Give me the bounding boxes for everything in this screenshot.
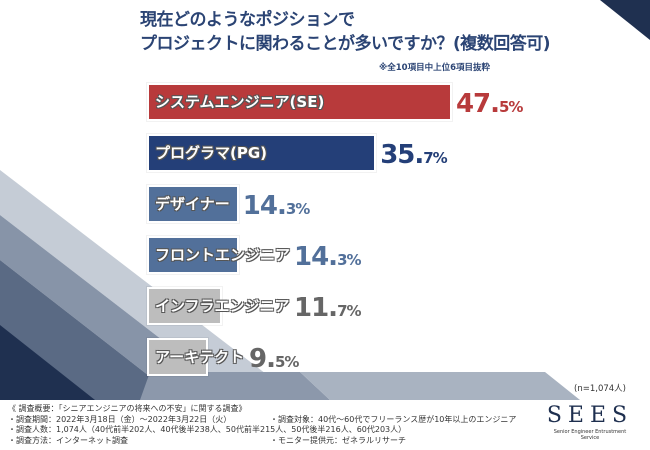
- value-integer: 35.: [380, 140, 424, 170]
- value-label: 9.5%: [249, 338, 299, 376]
- survey-target: ・調査対象：40代〜60代でフリーランス歴が10年以上のエンジニア: [270, 414, 517, 424]
- value-decimal: 7%: [337, 302, 361, 320]
- bar: [147, 287, 223, 325]
- title-line-2: プロジェクトに関わることが多いですか？(複数回答可): [140, 34, 551, 54]
- corner-triangle: [600, 0, 650, 40]
- value-integer: 9.: [249, 344, 276, 374]
- value-label: 14.3%: [242, 185, 311, 223]
- title-line-1: 現在どのようなポジションで: [140, 10, 355, 30]
- bar: [147, 236, 239, 274]
- stripe-bottom-1: [140, 372, 330, 400]
- bar-label: プログラマ(PG): [155, 144, 268, 162]
- survey-footer: 《 調査概要：「シニアエンジニアの将来への不安」に関する調査》 ・調査期間：20…: [8, 404, 516, 446]
- bar-label: インフラエンジニア: [155, 297, 290, 315]
- survey-count: ・調査人数：1,074人（40代前半202人、40代後半238人、50代前半21…: [8, 425, 407, 434]
- bar: [147, 134, 377, 172]
- value-integer: 47.: [455, 89, 500, 119]
- survey-heading: 《 調査概要：「シニアエンジニアの将来への不安」に関する調査》: [8, 404, 247, 413]
- bar-label: フロントエンジニア: [155, 246, 291, 264]
- value-integer: 11.: [294, 293, 338, 323]
- value-decimal: 7%: [423, 149, 447, 167]
- value-integer: 14.: [242, 191, 287, 221]
- chart-note: ※全10項目中上位6項目抜粋: [378, 63, 490, 73]
- sees-logo: SEES Senior Engineer Entrustment Service: [545, 403, 635, 441]
- value-label: 14.3%: [294, 236, 362, 274]
- value-decimal: 5%: [274, 353, 299, 371]
- chart-title: 現在どのようなポジションで プロジェクトに関わることが多いですか？(複数回答可): [140, 8, 551, 56]
- bar-label: デザイナー: [155, 195, 230, 213]
- value-decimal: 3%: [285, 200, 310, 218]
- bar-label: システムエンジニア(SE): [155, 93, 325, 111]
- stripe-light: [0, 170, 300, 400]
- value-label: 11.7%: [294, 287, 362, 325]
- bar: [147, 338, 208, 376]
- stripe-bottom-2: [300, 372, 580, 400]
- sample-size: (n=1,074人): [574, 384, 626, 394]
- value-integer: 14.: [294, 242, 338, 272]
- logo-name: SEES: [546, 403, 634, 428]
- bar: [147, 83, 452, 121]
- value-decimal: 5%: [499, 98, 523, 116]
- logo-tagline: Senior Engineer Entrustment Service: [553, 429, 627, 441]
- bar: [147, 185, 239, 223]
- stripe-navy: [0, 325, 95, 400]
- value-label: 47.5%: [455, 83, 524, 121]
- bar-label: アーキテクト: [155, 348, 245, 366]
- value-decimal: 3%: [337, 251, 361, 269]
- survey-provider: ・モニター提供元：ゼネラルリサーチ: [270, 435, 406, 445]
- survey-period: ・調査期間：2022年3月18日（金）〜2022年3月22日（火）: [8, 414, 232, 424]
- survey-method: ・調査方法：インターネット調査: [8, 435, 128, 445]
- value-label: 35.7%: [380, 134, 448, 172]
